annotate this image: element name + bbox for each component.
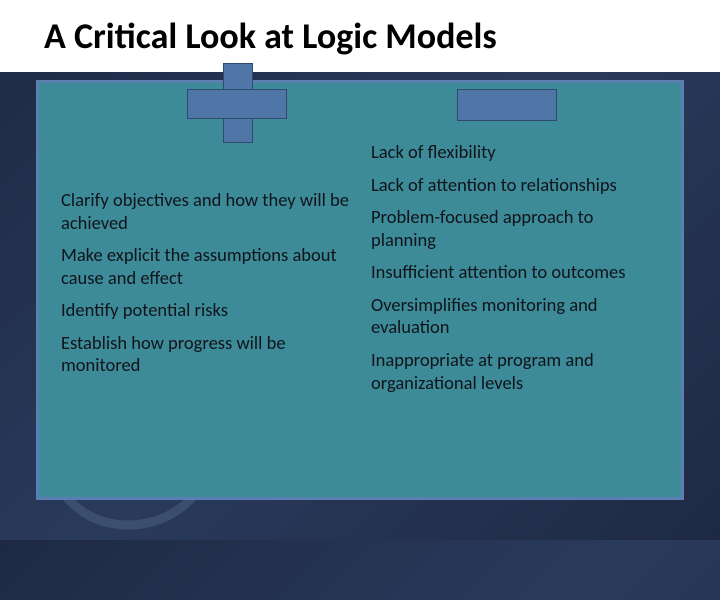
cons-item: Lack of attention to relationships <box>371 174 659 197</box>
slide-title: A Critical Look at Logic Models <box>0 0 720 72</box>
cons-item: Problem-focused approach to planning <box>371 206 659 251</box>
content-panel: Clarify objectives and how they will be … <box>36 80 684 500</box>
pros-item: Establish how progress will be monitored <box>61 332 349 377</box>
cons-column: Lack of flexibility Lack of attention to… <box>371 141 659 479</box>
pros-item: Clarify objectives and how they will be … <box>61 189 349 234</box>
pros-item: Identify potential risks <box>61 299 349 322</box>
cons-item: Oversimplifies monitoring and evaluation <box>371 294 659 339</box>
columns: Clarify objectives and how they will be … <box>61 141 659 479</box>
cons-item: Lack of flexibility <box>371 141 659 164</box>
cons-item: Insufficient attention to outcomes <box>371 261 659 284</box>
cons-item: Inappropriate at program and organizatio… <box>371 349 659 394</box>
pros-column: Clarify objectives and how they will be … <box>61 141 349 479</box>
pros-item: Make explicit the assumptions about caus… <box>61 244 349 289</box>
minus-icon <box>457 89 557 121</box>
plus-icon <box>187 63 287 143</box>
